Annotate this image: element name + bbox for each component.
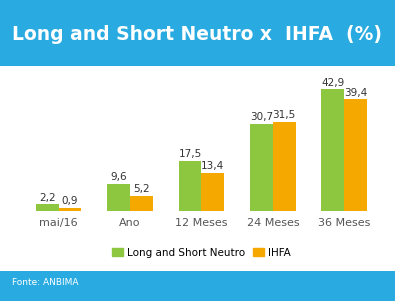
- Bar: [201, 173, 224, 211]
- Bar: [344, 99, 367, 211]
- Bar: [36, 204, 58, 211]
- Bar: [130, 196, 153, 211]
- Bar: [179, 161, 201, 211]
- Text: 31,5: 31,5: [273, 110, 296, 120]
- Text: 17,5: 17,5: [179, 150, 202, 160]
- Text: 2,2: 2,2: [39, 193, 56, 203]
- Text: 42,9: 42,9: [321, 78, 344, 88]
- Bar: [250, 124, 273, 211]
- Text: 0,9: 0,9: [62, 197, 78, 206]
- Text: Fonte: ANBIMA: Fonte: ANBIMA: [12, 278, 78, 287]
- Bar: [322, 89, 344, 211]
- Text: 30,7: 30,7: [250, 112, 273, 122]
- Text: 13,4: 13,4: [201, 161, 224, 171]
- Bar: [107, 184, 130, 211]
- Text: Long and Short Neutro x  IHFA  (%): Long and Short Neutro x IHFA (%): [13, 25, 382, 44]
- Bar: [58, 208, 81, 211]
- Text: 39,4: 39,4: [344, 88, 367, 98]
- Legend: Long and Short Neutro, IHFA: Long and Short Neutro, IHFA: [108, 244, 295, 262]
- Bar: [273, 122, 296, 211]
- Text: 5,2: 5,2: [133, 184, 150, 194]
- Text: 9,6: 9,6: [110, 172, 127, 182]
